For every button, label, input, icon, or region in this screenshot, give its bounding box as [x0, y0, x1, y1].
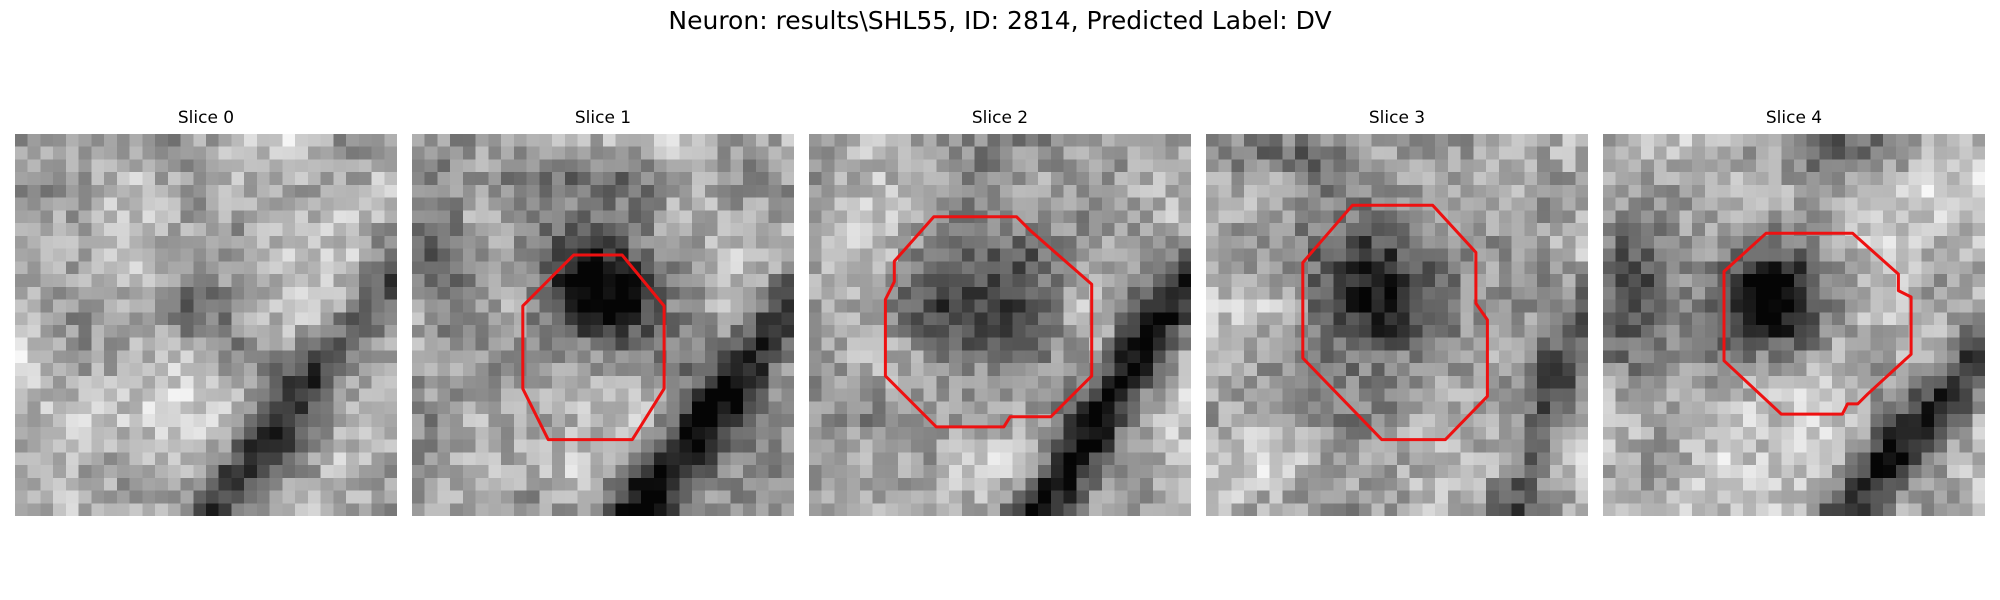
slice-image-2 — [809, 134, 1191, 516]
slice-title-4: Slice 4 — [1765, 108, 1823, 128]
slice-panel-4: Slice 4 — [1603, 108, 1985, 518]
slice-title-1: Slice 1 — [574, 108, 632, 128]
slice-panel-0: Slice 0 — [15, 108, 397, 518]
figure-title: Neuron: results\SHL55, ID: 2814, Predict… — [668, 6, 1332, 35]
slice-panel-1: Slice 1 — [412, 108, 794, 518]
slice-image-4 — [1603, 134, 1985, 516]
slice-image-0 — [15, 134, 397, 516]
slice-image-3 — [1206, 134, 1588, 516]
roi-outline-1 — [521, 253, 666, 442]
slice-panel-2: Slice 2 — [809, 108, 1191, 518]
slice-title-3: Slice 3 — [1368, 108, 1426, 128]
slice-panel-3: Slice 3 — [1206, 108, 1588, 518]
slice-title-2: Slice 2 — [971, 108, 1029, 128]
roi-outline-2 — [883, 215, 1094, 429]
slice-image-1 — [412, 134, 794, 516]
slice-title-0: Slice 0 — [177, 108, 235, 128]
roi-outline-4 — [1722, 231, 1913, 416]
roi-outline-3 — [1301, 203, 1489, 442]
